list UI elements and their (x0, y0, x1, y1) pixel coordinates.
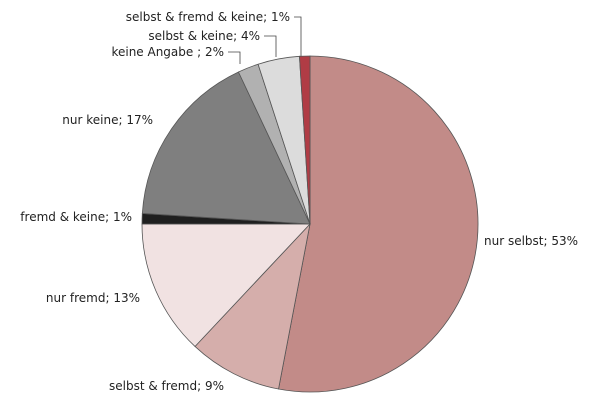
pie-slice (194, 222, 311, 390)
slice-label: nur fremd; 13% (46, 291, 140, 305)
label-leader-line (264, 35, 277, 57)
slice-labels: nur selbst; 53% selbst & fremd; 9% nur fre… (20, 10, 578, 393)
leader-lines (228, 16, 302, 64)
pie-slice (299, 55, 311, 225)
slice-label: selbst & fremd; 9% (109, 379, 224, 393)
slice-label: nur selbst; 53% (484, 234, 578, 248)
label-leader-line (294, 16, 302, 56)
slice-label: fremd & keine; 1% (20, 210, 132, 224)
pie-slice (141, 71, 311, 225)
slice-label: selbst & fremd & keine; 1% (126, 10, 290, 24)
slice-label: keine Angabe ; 2% (111, 45, 224, 59)
label-leader-line (228, 51, 241, 64)
slice-label: nur keine; 17% (62, 113, 153, 127)
slice-label: selbst & keine; 4% (148, 29, 260, 43)
pie-slice (278, 55, 479, 393)
pie-slices (141, 55, 479, 393)
pie-slice (141, 223, 311, 348)
